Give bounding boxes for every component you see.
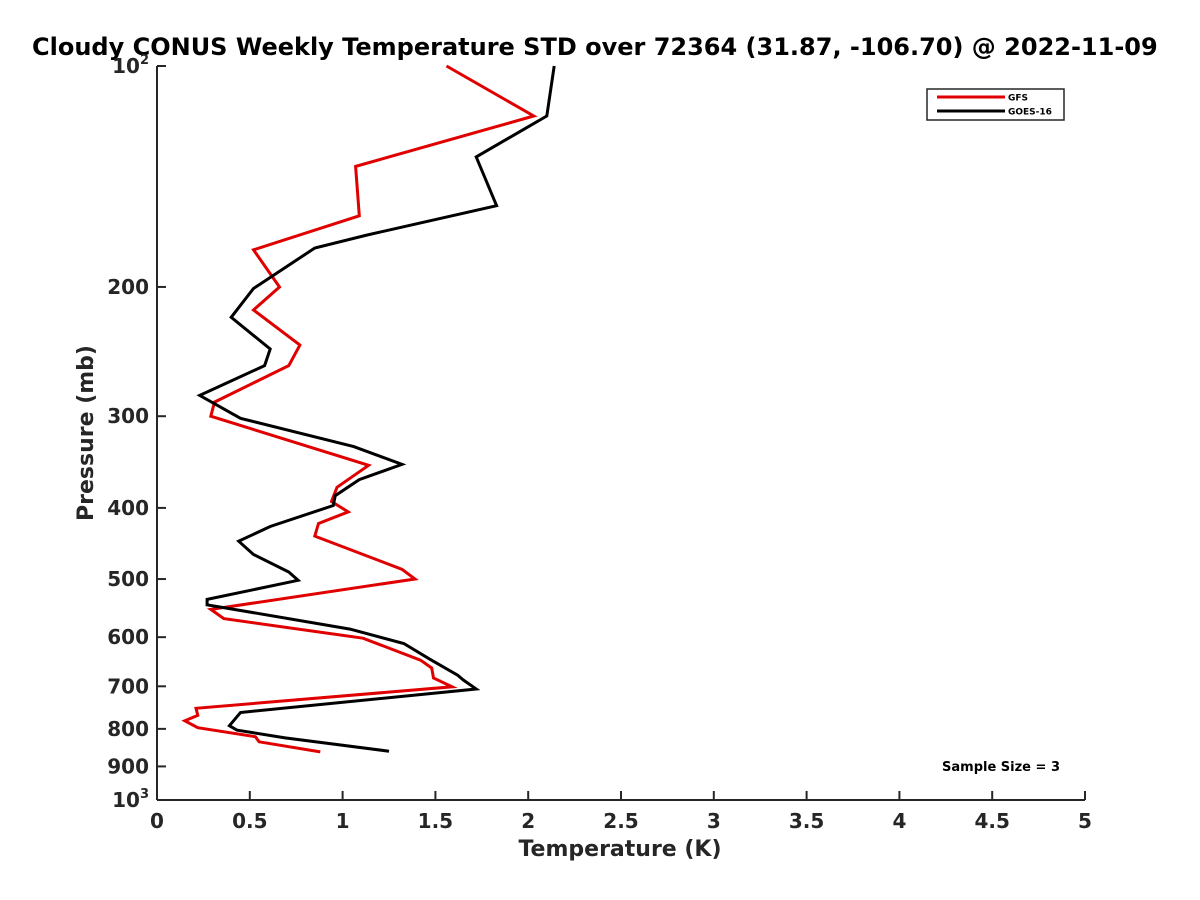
y-tick-label: 600: [107, 625, 149, 649]
legend-label: GFS: [1008, 94, 1028, 104]
series-line-goes-16: [196, 65, 556, 753]
y-tick-label: 300: [107, 404, 149, 428]
x-tick-label: 3.5: [789, 809, 824, 833]
x-tick-label: 5: [1078, 809, 1092, 833]
chart-legend: GFS GOES-16: [926, 88, 1065, 121]
y-tick-label: 900: [107, 754, 149, 778]
series-line-gfs: [181, 64, 538, 754]
y-tick-label: 400: [107, 496, 149, 520]
legend-box: [926, 88, 1065, 121]
x-tick-label: 1.5: [418, 809, 453, 833]
chart-title: Cloudy CONUS Weekly Temperature STD over…: [32, 33, 1158, 61]
x-tick-label: 4: [892, 809, 906, 833]
x-tick-label: 3: [707, 809, 721, 833]
x-tick-label: 4.5: [974, 809, 1009, 833]
legend-label: GOES-16: [1008, 108, 1052, 118]
x-tick-label: 2.5: [603, 809, 638, 833]
x-tick-label: 1: [336, 809, 350, 833]
y-tick-label: 700: [107, 674, 149, 698]
x-tick-label: 0: [150, 809, 164, 833]
y-tick-label-base: 10: [112, 54, 140, 78]
x-tick-label: 0.5: [232, 809, 267, 833]
y-tick-label-exponent: 2: [140, 53, 149, 68]
series-layer: [181, 64, 556, 754]
y-tick-label-exponent: 3: [140, 787, 149, 802]
y-tick-label-base: 10: [112, 788, 140, 812]
x-axis-label: Temperature (K): [518, 837, 721, 862]
y-tick-label: 103: [112, 787, 149, 812]
sample-size-annotation: Sample Size = 3: [942, 760, 1060, 775]
y-tick-label: 800: [107, 717, 149, 741]
y-tick-label: 102: [112, 53, 149, 78]
y-tick-label: 500: [107, 567, 149, 591]
y-tick-label: 200: [107, 275, 149, 299]
x-tick-label: 2: [521, 809, 535, 833]
x-axis-ticks: 0 0.5 1 1.5 2 2.5 3 3.5 4 4.5 5: [150, 791, 1092, 833]
y-axis-label: Pressure (mb): [74, 345, 99, 521]
